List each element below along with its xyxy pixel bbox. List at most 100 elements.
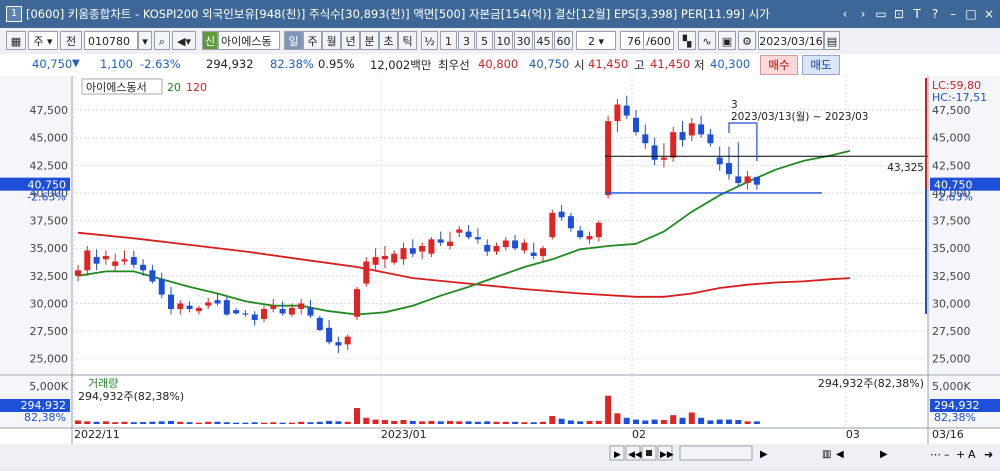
candle[interactable] bbox=[744, 170, 751, 190]
volume-bar[interactable] bbox=[521, 422, 528, 424]
candle[interactable] bbox=[577, 226, 584, 240]
volume-bar[interactable] bbox=[642, 420, 649, 424]
minute-3[interactable]: 3 bbox=[458, 31, 475, 50]
volume-bar[interactable] bbox=[75, 420, 81, 424]
search-icon[interactable]: ⌕ bbox=[154, 31, 170, 50]
add-icon[interactable]: + bbox=[956, 448, 965, 461]
close-icon[interactable]: × bbox=[983, 7, 995, 21]
candle[interactable] bbox=[186, 301, 193, 313]
candle[interactable] bbox=[567, 212, 574, 232]
volume-bar[interactable] bbox=[549, 416, 556, 424]
candle[interactable] bbox=[465, 225, 472, 240]
minimize-icon[interactable]: – bbox=[950, 7, 956, 21]
volume-bar[interactable] bbox=[84, 421, 91, 424]
candle[interactable] bbox=[214, 293, 221, 306]
draw-tool-icon[interactable]: ∿ bbox=[698, 31, 716, 50]
volume-bar[interactable] bbox=[288, 422, 295, 424]
volume-bar[interactable] bbox=[577, 421, 584, 424]
candle[interactable] bbox=[502, 237, 509, 251]
volume-bar[interactable] bbox=[102, 421, 109, 424]
scroll-left-icon[interactable] bbox=[609, 445, 625, 461]
volume-bar[interactable] bbox=[391, 420, 398, 424]
candle[interactable] bbox=[149, 264, 156, 284]
minute-60[interactable]: 60 bbox=[554, 31, 573, 50]
volume-bar[interactable] bbox=[400, 420, 407, 424]
interval-tick[interactable]: 틱 bbox=[398, 31, 417, 50]
candle[interactable] bbox=[279, 301, 286, 316]
interval-week[interactable]: 주 bbox=[303, 31, 322, 50]
volume-bar[interactable] bbox=[261, 422, 267, 424]
candle[interactable] bbox=[605, 115, 612, 199]
zoom-scrollbar[interactable] bbox=[679, 445, 753, 461]
volume-bar[interactable] bbox=[670, 415, 677, 424]
volume-bar[interactable] bbox=[726, 419, 732, 424]
fraction-button[interactable]: ½ bbox=[421, 31, 438, 50]
volume-bar[interactable] bbox=[428, 420, 435, 424]
candle[interactable] bbox=[735, 142, 742, 187]
volume-bar[interactable] bbox=[233, 422, 240, 424]
candle[interactable] bbox=[540, 246, 546, 262]
grid-menu-icon[interactable]: ▦ bbox=[6, 31, 26, 50]
candle[interactable] bbox=[381, 246, 388, 269]
minute-45[interactable]: 45 bbox=[534, 31, 553, 50]
volume-bar[interactable] bbox=[195, 422, 202, 424]
candle[interactable] bbox=[84, 246, 91, 276]
candle[interactable] bbox=[530, 242, 537, 260]
volume-bar[interactable] bbox=[614, 413, 621, 424]
candle[interactable] bbox=[623, 95, 630, 119]
candle[interactable] bbox=[614, 99, 621, 133]
candle[interactable] bbox=[140, 259, 147, 276]
candle[interactable] bbox=[75, 264, 81, 282]
help-icon[interactable]: ? bbox=[931, 7, 939, 21]
prev-button[interactable]: 전 bbox=[60, 31, 82, 50]
candle[interactable] bbox=[233, 307, 240, 315]
interval-minute[interactable]: 분 bbox=[360, 31, 379, 50]
volume-bar[interactable] bbox=[279, 422, 286, 424]
volume-bar[interactable] bbox=[651, 419, 658, 424]
settings-icon[interactable]: ⚙ bbox=[738, 31, 756, 50]
volume-bar[interactable] bbox=[512, 421, 519, 424]
volume-bar[interactable] bbox=[698, 417, 705, 424]
candle[interactable] bbox=[409, 239, 416, 258]
candle[interactable] bbox=[726, 146, 732, 180]
font-size-icon[interactable]: A bbox=[968, 448, 976, 461]
volume-bar[interactable] bbox=[344, 421, 351, 424]
candle[interactable] bbox=[391, 250, 398, 265]
volume-bar[interactable] bbox=[130, 422, 137, 424]
volume-bar[interactable] bbox=[335, 421, 342, 424]
candle[interactable] bbox=[549, 209, 556, 240]
save-icon[interactable]: ▣ bbox=[718, 31, 736, 50]
candle[interactable] bbox=[158, 272, 165, 298]
zoom-out-glyph[interactable]: ◀ bbox=[836, 449, 844, 460]
candle[interactable] bbox=[242, 310, 249, 317]
candle[interactable] bbox=[688, 117, 695, 141]
volume-bar[interactable] bbox=[558, 418, 565, 424]
stock-code-input[interactable]: 010780 bbox=[84, 31, 138, 50]
candle[interactable] bbox=[102, 250, 109, 265]
volume-bar[interactable] bbox=[735, 420, 742, 424]
volume-bar[interactable] bbox=[149, 421, 156, 424]
volume-bar[interactable] bbox=[298, 421, 305, 424]
remove-icon[interactable]: – bbox=[944, 448, 950, 461]
candle[interactable] bbox=[326, 320, 333, 345]
candle[interactable] bbox=[205, 297, 212, 309]
bar-count-input[interactable]: 76 bbox=[620, 31, 644, 50]
price-chart[interactable]: 43,325 3 2023/03/13(월) ~ 2023/03 25,000 2… bbox=[0, 76, 1000, 468]
volume-bar[interactable] bbox=[316, 421, 323, 424]
volume-bar[interactable] bbox=[186, 422, 193, 424]
volume-bar[interactable] bbox=[205, 421, 212, 424]
candle[interactable] bbox=[344, 334, 351, 350]
period-select[interactable]: 주 ▾ bbox=[28, 31, 58, 50]
volume-bar[interactable] bbox=[270, 422, 277, 424]
interval-day[interactable]: 일 bbox=[284, 31, 303, 50]
candle[interactable] bbox=[484, 239, 491, 256]
calendar-icon[interactable]: ▤ bbox=[824, 31, 840, 50]
volume-bar[interactable] bbox=[93, 421, 100, 424]
buy-button[interactable]: 매수 bbox=[760, 55, 798, 75]
volume-bar[interactable] bbox=[540, 421, 546, 424]
candle[interactable] bbox=[679, 121, 686, 147]
candle[interactable] bbox=[93, 249, 100, 271]
volume-bar[interactable] bbox=[688, 412, 695, 425]
volume-bar[interactable] bbox=[744, 421, 751, 424]
candle[interactable] bbox=[707, 128, 714, 147]
